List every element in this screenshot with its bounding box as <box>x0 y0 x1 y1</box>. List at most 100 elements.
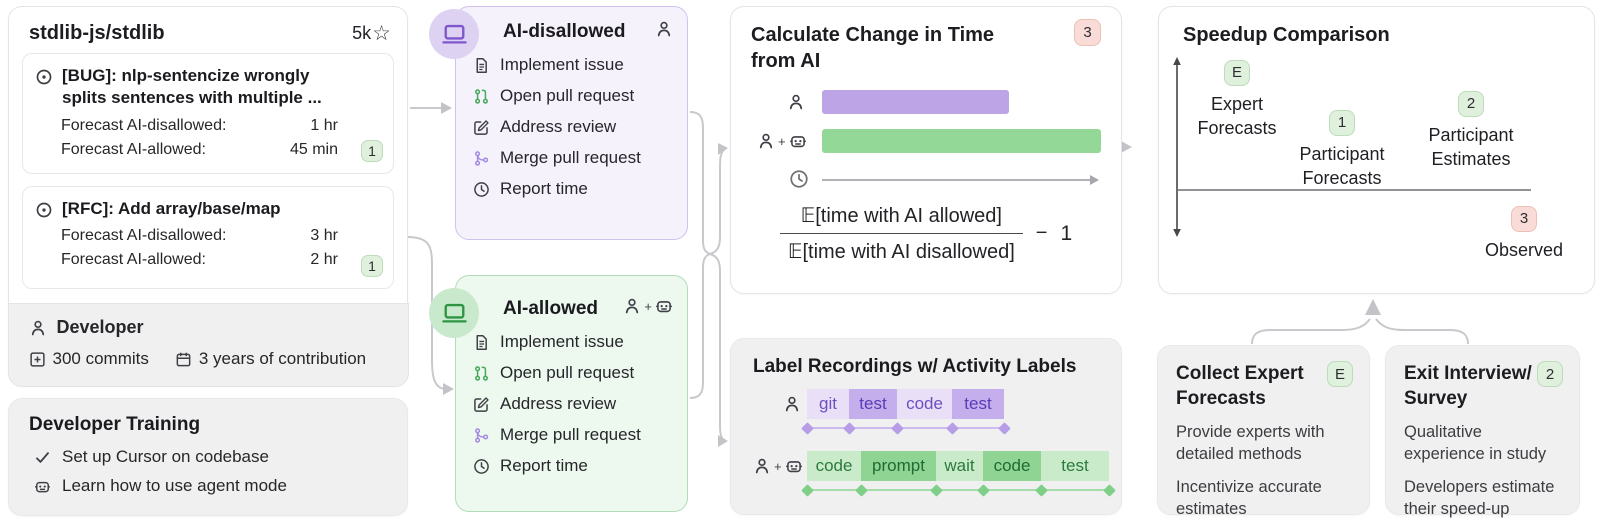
workflow-step-label: Implement issue <box>500 332 624 351</box>
activity-segment: code <box>897 389 952 419</box>
activity-segment: wait <box>936 451 983 481</box>
segment-marker <box>977 483 990 497</box>
time-bar-ai-disallowed <box>822 90 1009 114</box>
speedup-point-participant-forecast: 1 Participant Forecasts <box>1277 110 1407 191</box>
calendar-icon <box>175 351 192 368</box>
workflow-step-label: Address review <box>500 394 617 413</box>
segment-marker <box>946 421 959 435</box>
segment-marker <box>801 483 814 497</box>
forecast-row: Forecast AI-allowed: 45 min <box>61 141 338 159</box>
edit-icon <box>473 396 490 413</box>
clock-icon <box>473 181 490 198</box>
forecast-label: Forecast AI-disallowed: <box>61 227 227 245</box>
workflow-step-label: Address review <box>500 117 617 136</box>
actor-icons: + <box>757 132 807 155</box>
issue-card-bug: [BUG]: nlp-sentencize wrongly splits sen… <box>22 53 394 174</box>
issue-open-icon <box>35 68 53 86</box>
actor-icons <box>655 20 673 43</box>
actor-icons <box>783 395 801 418</box>
speedup-point-expert: E Expert Forecasts <box>1172 60 1302 141</box>
point-badge: 1 <box>1329 110 1355 136</box>
activity-segment: test <box>952 389 1004 419</box>
card-title: Collect Expert Forecasts <box>1176 363 1304 409</box>
point-label: Expert Forecasts <box>1197 94 1277 138</box>
card-title: Exit Interview/ Survey <box>1404 363 1532 409</box>
workflow-step-label: Report time <box>500 456 588 475</box>
step-badge: 2 <box>1537 361 1563 387</box>
segment-marker <box>801 421 814 435</box>
person-icon <box>655 20 673 38</box>
card-line: Qualitative experience in study <box>1404 423 1547 463</box>
pull-request-icon <box>473 88 490 105</box>
formula-minus: − <box>1035 222 1048 244</box>
file-text-icon <box>473 57 490 74</box>
forecast-label: Forecast AI-allowed: <box>61 140 206 158</box>
issue-title: [BUG]: nlp-sentencize wrongly splits sen… <box>62 66 322 108</box>
workflow-step: Merge pull request <box>473 425 673 445</box>
forecast-row: Forecast AI-allowed: 2 hr <box>61 251 338 269</box>
person-icon <box>757 132 775 150</box>
developer-stat: 300 commits <box>29 349 149 369</box>
workflow-step-label: Merge pull request <box>500 425 641 444</box>
repo-stars: 5k ☆ <box>352 23 391 44</box>
robot-icon <box>34 478 51 495</box>
robot-icon <box>785 457 803 475</box>
repo-title: stdlib-js/stdlib <box>29 22 165 44</box>
actor-icons <box>787 93 805 116</box>
activity-segment: test <box>849 389 897 419</box>
formula-denominator: 𝔼[time with AI disallowed] <box>779 233 1023 264</box>
person-icon <box>787 93 805 111</box>
point-badge: 2 <box>1458 91 1484 117</box>
speedup-comparison-panel: Speedup Comparison E Expert Forecasts 1 … <box>1158 6 1595 294</box>
person-icon <box>623 297 641 315</box>
check-icon <box>34 449 51 466</box>
speedup-formula: 𝔼[time with AI allowed] 𝔼[time with AI d… <box>731 203 1121 264</box>
workflow-step: Report time <box>473 456 673 476</box>
time-bar-ai-allowed <box>822 129 1101 153</box>
workflow-step: Report time <box>473 179 673 199</box>
ai-disallowed-card: AI-disallowed Implement issue Open pull r… <box>429 6 688 240</box>
laptop-icon <box>429 9 479 59</box>
repo-header: stdlib-js/stdlib 5k ☆ <box>9 7 407 45</box>
point-label: Observed <box>1484 240 1564 260</box>
forecast-label: Forecast AI-disallowed: <box>61 116 227 134</box>
training-item: Set up Cursor on codebase <box>29 447 387 467</box>
point-badge: E <box>1224 60 1250 86</box>
workflow-title: AI-disallowed <box>503 20 626 42</box>
developer-stat: 3 years of contribution <box>175 349 366 369</box>
issue-count-badge: 1 <box>361 255 383 277</box>
calc-change-panel: Calculate Change in Time from AI 3 + 𝔼[t… <box>730 6 1122 294</box>
person-icon <box>753 457 771 475</box>
workflow-step-label: Report time <box>500 179 588 198</box>
stat-label: 300 commits <box>52 349 149 368</box>
developer-title: Developer <box>56 317 144 337</box>
activity-labels-panel: Label Recordings w/ Activity Labels + gi… <box>730 338 1122 515</box>
issue-open-icon <box>35 201 53 219</box>
workflow-step: Address review <box>473 394 673 414</box>
training-title: Developer Training <box>29 414 201 435</box>
forecast-row: Forecast AI-disallowed: 1 hr <box>61 117 338 135</box>
speedup-point-observed: 3 Observed <box>1459 206 1589 263</box>
robot-icon <box>789 132 807 150</box>
step-badge: E <box>1327 361 1353 387</box>
workflow-step-label: Merge pull request <box>500 148 641 167</box>
panel-title: Calculate Change in Time from AI <box>751 24 995 72</box>
plus-square-icon <box>29 351 46 368</box>
point-label: Participant Estimates <box>1428 125 1514 169</box>
forecast-value: 3 hr <box>310 227 338 245</box>
actor-icons: + <box>753 457 803 480</box>
training-item-label: Learn how to use agent mode <box>62 476 287 495</box>
file-text-icon <box>473 334 490 351</box>
point-badge: 3 <box>1511 206 1537 232</box>
activity-segment: git <box>807 389 849 419</box>
card-line: Provide experts with detailed methods <box>1176 423 1325 463</box>
person-icon <box>29 319 47 337</box>
merge-icon <box>473 150 490 167</box>
stat-label: 3 years of contribution <box>198 349 367 368</box>
ai-allowed-card: AI-allowed + Implement issue Open pull re… <box>429 275 688 512</box>
issue-title: [RFC]: Add array/base/map <box>62 199 281 218</box>
forecast-row: Forecast AI-disallowed: 3 hr <box>61 227 338 245</box>
activity-markers <box>801 483 1116 497</box>
point-label: Participant Forecasts <box>1299 144 1385 188</box>
merge-icon <box>473 427 490 444</box>
